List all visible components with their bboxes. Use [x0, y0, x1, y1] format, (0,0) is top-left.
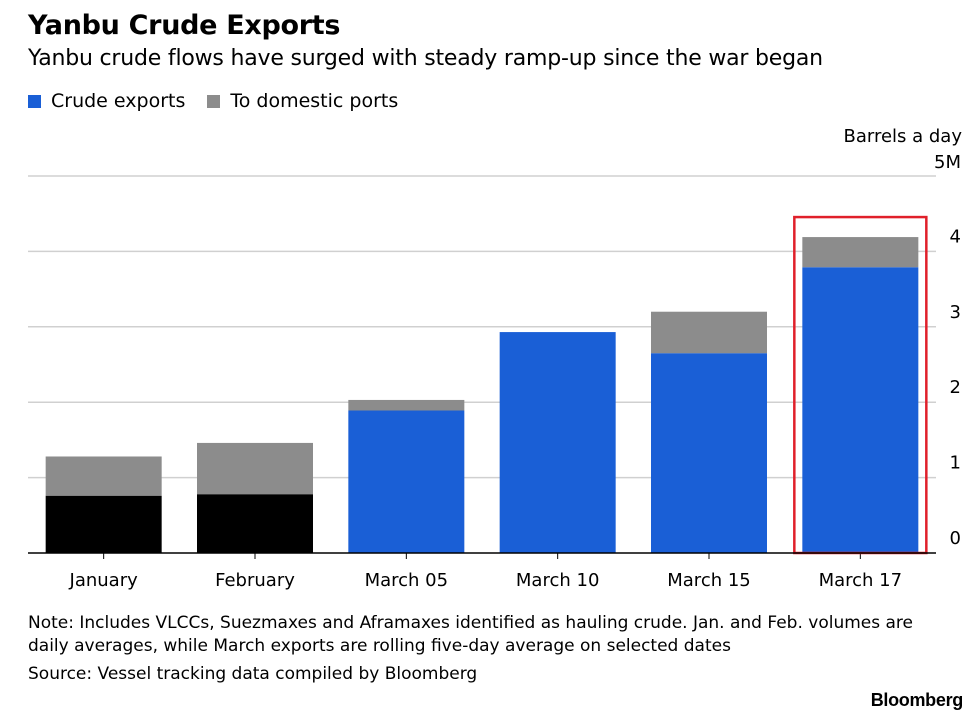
legend-item-domestic-ports: To domestic ports [207, 90, 398, 112]
bar-domestic-ports [802, 237, 919, 268]
bar-domestic-ports [651, 311, 767, 354]
chart-source: Source: Vessel tracking data compiled by… [28, 664, 478, 684]
x-tick-label: March 05 [365, 570, 449, 591]
bar-crude-exports [197, 494, 313, 553]
y-tick-label: 3 [950, 302, 961, 323]
y-tick-label: 5M [934, 152, 961, 173]
legend: Crude exports To domestic ports [28, 90, 420, 112]
y-tick-label: 2 [950, 377, 961, 398]
x-tick-label: February [215, 570, 295, 591]
legend-item-crude-exports: Crude exports [28, 90, 185, 112]
bar-crude-exports [802, 267, 919, 553]
bar-crude-exports [499, 332, 616, 553]
y-tick-label: 4 [950, 226, 961, 247]
y-tick-label: 1 [950, 453, 961, 474]
x-tick-label: March 15 [667, 570, 751, 591]
bloomberg-logo: Bloomberg [870, 690, 964, 710]
chart-subtitle: Yanbu crude flows have surged with stead… [28, 46, 823, 71]
bar-crude-exports [348, 410, 465, 553]
legend-swatch-domestic-ports [207, 94, 221, 108]
bar-domestic-ports [348, 399, 465, 411]
x-tick-label: January [69, 570, 139, 591]
chart-title: Yanbu Crude Exports [28, 10, 341, 41]
legend-label-crude-exports: Crude exports [51, 90, 186, 112]
x-tick-label: March 17 [819, 570, 903, 591]
bar-domestic-ports [45, 456, 162, 496]
legend-swatch-crude-exports [28, 94, 41, 108]
y-axis-unit-label: Barrels a day [843, 126, 962, 147]
bar-crude-exports [45, 495, 162, 553]
bar-crude-exports [651, 353, 767, 553]
chart-note: Note: Includes VLCCs, Suezmaxes and Afra… [28, 613, 914, 656]
x-tick-label: March 10 [516, 570, 600, 591]
legend-label-domestic-ports: To domestic ports [230, 90, 399, 112]
bar-domestic-ports [197, 442, 313, 495]
y-tick-label: 0 [950, 528, 961, 549]
